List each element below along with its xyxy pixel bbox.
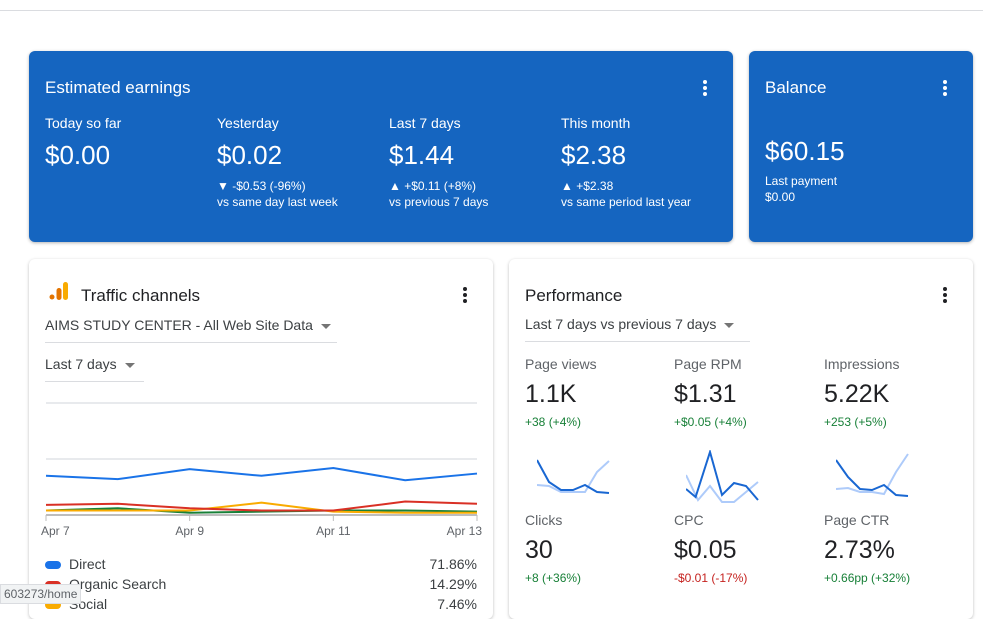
metric-value: 1.1K <box>525 380 577 408</box>
metric-value: $2.38 <box>561 140 627 170</box>
metric-yesterday: Yesterday $0.02 ▼ -$0.53 (-96%) vs same … <box>217 115 338 209</box>
metric-this-month: This month $2.38 ▲ +$2.38 vs same period… <box>561 115 691 209</box>
metric-value: 30 <box>525 536 553 564</box>
series-line-other <box>45 507 478 514</box>
top-divider <box>0 10 983 11</box>
sparkline-impressions <box>836 453 909 497</box>
metric-clicks: Clicks 30 +8 (+36%) <box>525 512 581 585</box>
legend-item-organic-search: Organic Search 14.29% <box>45 576 477 592</box>
metric-value: $0.00 <box>45 140 111 170</box>
series-line-direct <box>45 466 478 482</box>
earnings-title: Estimated earnings <box>45 78 191 97</box>
property-dropdown-label: AIMS STUDY CENTER - All Web Site Data <box>45 317 313 333</box>
metric-change: ▼ -$0.53 (-96%) <box>217 179 306 193</box>
balance-card: Balance $60.15 Last payment $0.00 <box>749 51 973 242</box>
metric-change: -$0.01 (-17%) <box>674 571 748 585</box>
metric-value: 5.22K <box>824 380 890 408</box>
dropdown-arrow-icon <box>124 362 135 368</box>
metric-value: $0.05 <box>674 536 737 564</box>
metric-change: ▲ +$2.38 <box>561 179 614 193</box>
last-payment-label: Last payment <box>765 174 838 188</box>
metric-compare: vs same day last week <box>217 195 338 209</box>
x-tick-label: Apr 7 <box>41 524 70 538</box>
metric-compare: vs same period last year <box>561 195 692 209</box>
range-dropdown-label: Last 7 days vs previous 7 days <box>525 316 717 332</box>
estimated-earnings-card: Estimated earnings Today so far $0.00 Ye… <box>29 51 733 242</box>
sparkline-page-views <box>537 459 610 494</box>
legend-label: Organic Search <box>69 576 167 592</box>
dropdown-arrow-icon <box>724 322 735 328</box>
more-vert-icon[interactable] <box>943 287 947 303</box>
performance-range-dropdown[interactable]: Last 7 days vs previous 7 days <box>525 316 750 342</box>
legend-pct: 71.86% <box>429 556 477 572</box>
traffic-line-chart: Apr 7 Apr 9 Apr 11 Apr 13 <box>41 402 483 538</box>
traffic-range-dropdown[interactable]: Last 7 days <box>45 356 144 382</box>
metric-label: Page CTR <box>824 512 890 528</box>
metric-label: Today so far <box>45 115 122 131</box>
legend-label: Direct <box>69 556 106 572</box>
x-tick-label: Apr 13 <box>447 524 483 538</box>
metric-label: Last 7 days <box>389 115 461 131</box>
metric-change: +253 (+5%) <box>824 415 887 429</box>
metric-change: ▲ +$0.11 (+8%) <box>389 179 477 193</box>
metric-label: Page views <box>525 356 597 372</box>
metric-change: +8 (+36%) <box>525 571 582 585</box>
metric-page-rpm: Page RPM $1.31 +$0.05 (+4%) <box>674 356 747 429</box>
performance-card: Performance Last 7 days vs previous 7 da… <box>509 259 973 619</box>
metric-impressions: Impressions 5.22K +253 (+5%) <box>824 356 899 429</box>
last-payment-value: $0.00 <box>765 190 796 204</box>
legend-item-direct: Direct 71.86% <box>45 556 477 572</box>
legend-pct: 7.46% <box>437 596 477 612</box>
metric-compare: vs previous 7 days <box>389 195 489 209</box>
legend-swatch <box>45 561 61 570</box>
traffic-title: Traffic channels <box>81 286 201 305</box>
analytics-logo-icon <box>49 282 68 300</box>
metric-label: CPC <box>674 512 704 528</box>
series-line-social <box>46 501 477 514</box>
metric-value: 2.73% <box>824 536 895 564</box>
metric-change: +$0.05 (+4%) <box>674 415 747 429</box>
range-dropdown-label: Last 7 days <box>45 356 117 372</box>
property-dropdown[interactable]: AIMS STUDY CENTER - All Web Site Data <box>45 317 337 343</box>
sparkline-page-rpm <box>686 450 759 503</box>
more-vert-icon[interactable] <box>463 287 467 303</box>
x-tick-label: Apr 11 <box>316 524 351 538</box>
metric-page-views: Page views 1.1K +38 (+4%) <box>525 356 597 429</box>
more-vert-icon[interactable] <box>703 80 707 96</box>
balance-value: $60.15 <box>765 136 845 166</box>
status-bar-url: 603273/home <box>0 584 82 604</box>
metric-value: $0.02 <box>217 140 283 170</box>
more-vert-icon[interactable] <box>943 80 947 96</box>
metric-last-7-days: Last 7 days $1.44 ▲ +$0.11 (+8%) vs prev… <box>389 115 488 209</box>
traffic-channels-card: Traffic channels AIMS STUDY CENTER - All… <box>29 259 493 619</box>
metric-label: Clicks <box>525 512 563 528</box>
legend-pct: 14.29% <box>429 576 477 592</box>
metric-cpc: CPC $0.05 -$0.01 (-17%) <box>674 512 747 585</box>
metric-value: $1.44 <box>389 140 455 170</box>
metric-change: +0.66pp (+32%) <box>824 571 911 585</box>
metric-value: $1.31 <box>674 380 737 408</box>
x-tick-label: Apr 9 <box>175 524 204 538</box>
metric-label: Page RPM <box>674 356 742 372</box>
balance-title: Balance <box>765 78 827 97</box>
metric-label: This month <box>561 115 631 131</box>
performance-title: Performance <box>525 286 623 305</box>
metric-page-ctr: Page CTR 2.73% +0.66pp (+32%) <box>824 512 910 585</box>
metric-label: Yesterday <box>217 115 279 131</box>
metric-label: Impressions <box>824 356 900 372</box>
legend-item-social: Social 7.46% <box>45 596 477 612</box>
metric-today: Today so far $0.00 <box>45 115 121 171</box>
metric-change: +38 (+4%) <box>525 415 582 429</box>
series-line-organic-search <box>45 500 478 512</box>
dropdown-arrow-icon <box>320 323 331 329</box>
